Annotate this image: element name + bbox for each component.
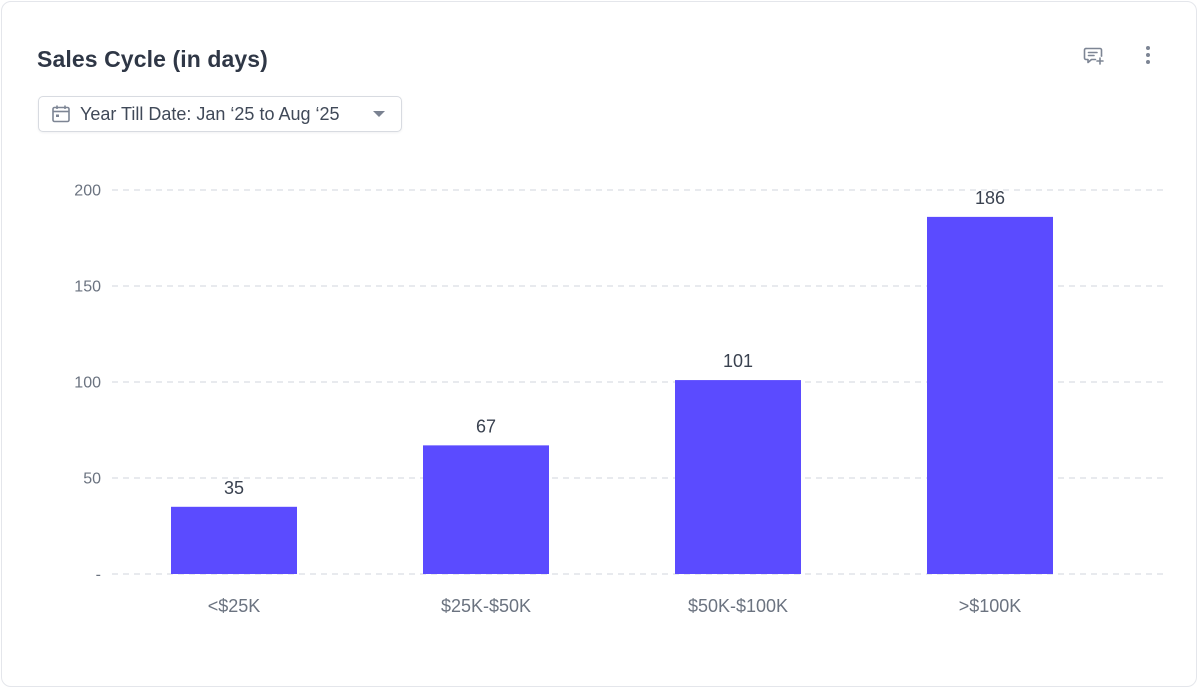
data-label: 67: [476, 416, 496, 436]
date-range-dropdown[interactable]: Year Till Date: Jan ‘25 to Aug ‘25: [38, 96, 402, 132]
bar[interactable]: [171, 506, 297, 574]
y-tick-label: 50: [83, 471, 101, 488]
x-tick-label: >$100K: [959, 596, 1022, 616]
y-tick-label: 200: [74, 183, 101, 200]
date-range-label: Year Till Date: Jan ‘25 to Aug ‘25: [80, 103, 340, 124]
bar[interactable]: [423, 445, 549, 574]
more-options-button[interactable]: [1133, 42, 1163, 72]
y-tick-label: 150: [74, 279, 101, 296]
card-title: Sales Cycle (in days): [37, 46, 268, 72]
x-tick-label: $50K-$100K: [688, 596, 788, 616]
bar[interactable]: [927, 216, 1053, 574]
x-tick-label: $25K-$50K: [441, 596, 531, 616]
bar[interactable]: [675, 380, 801, 574]
more-vertical-icon: [1144, 44, 1152, 71]
data-label: 35: [224, 478, 244, 498]
add-comment-button[interactable]: [1079, 42, 1109, 72]
add-comment-icon: [1083, 44, 1105, 71]
caret-down-icon: [373, 111, 385, 117]
calendar-icon: [51, 104, 71, 124]
data-label: 101: [723, 351, 753, 371]
data-label: 186: [975, 188, 1005, 208]
y-tick-label: 100: [74, 375, 101, 392]
x-tick-label: <$25K: [208, 596, 261, 616]
y-tick-label: -: [96, 567, 101, 584]
